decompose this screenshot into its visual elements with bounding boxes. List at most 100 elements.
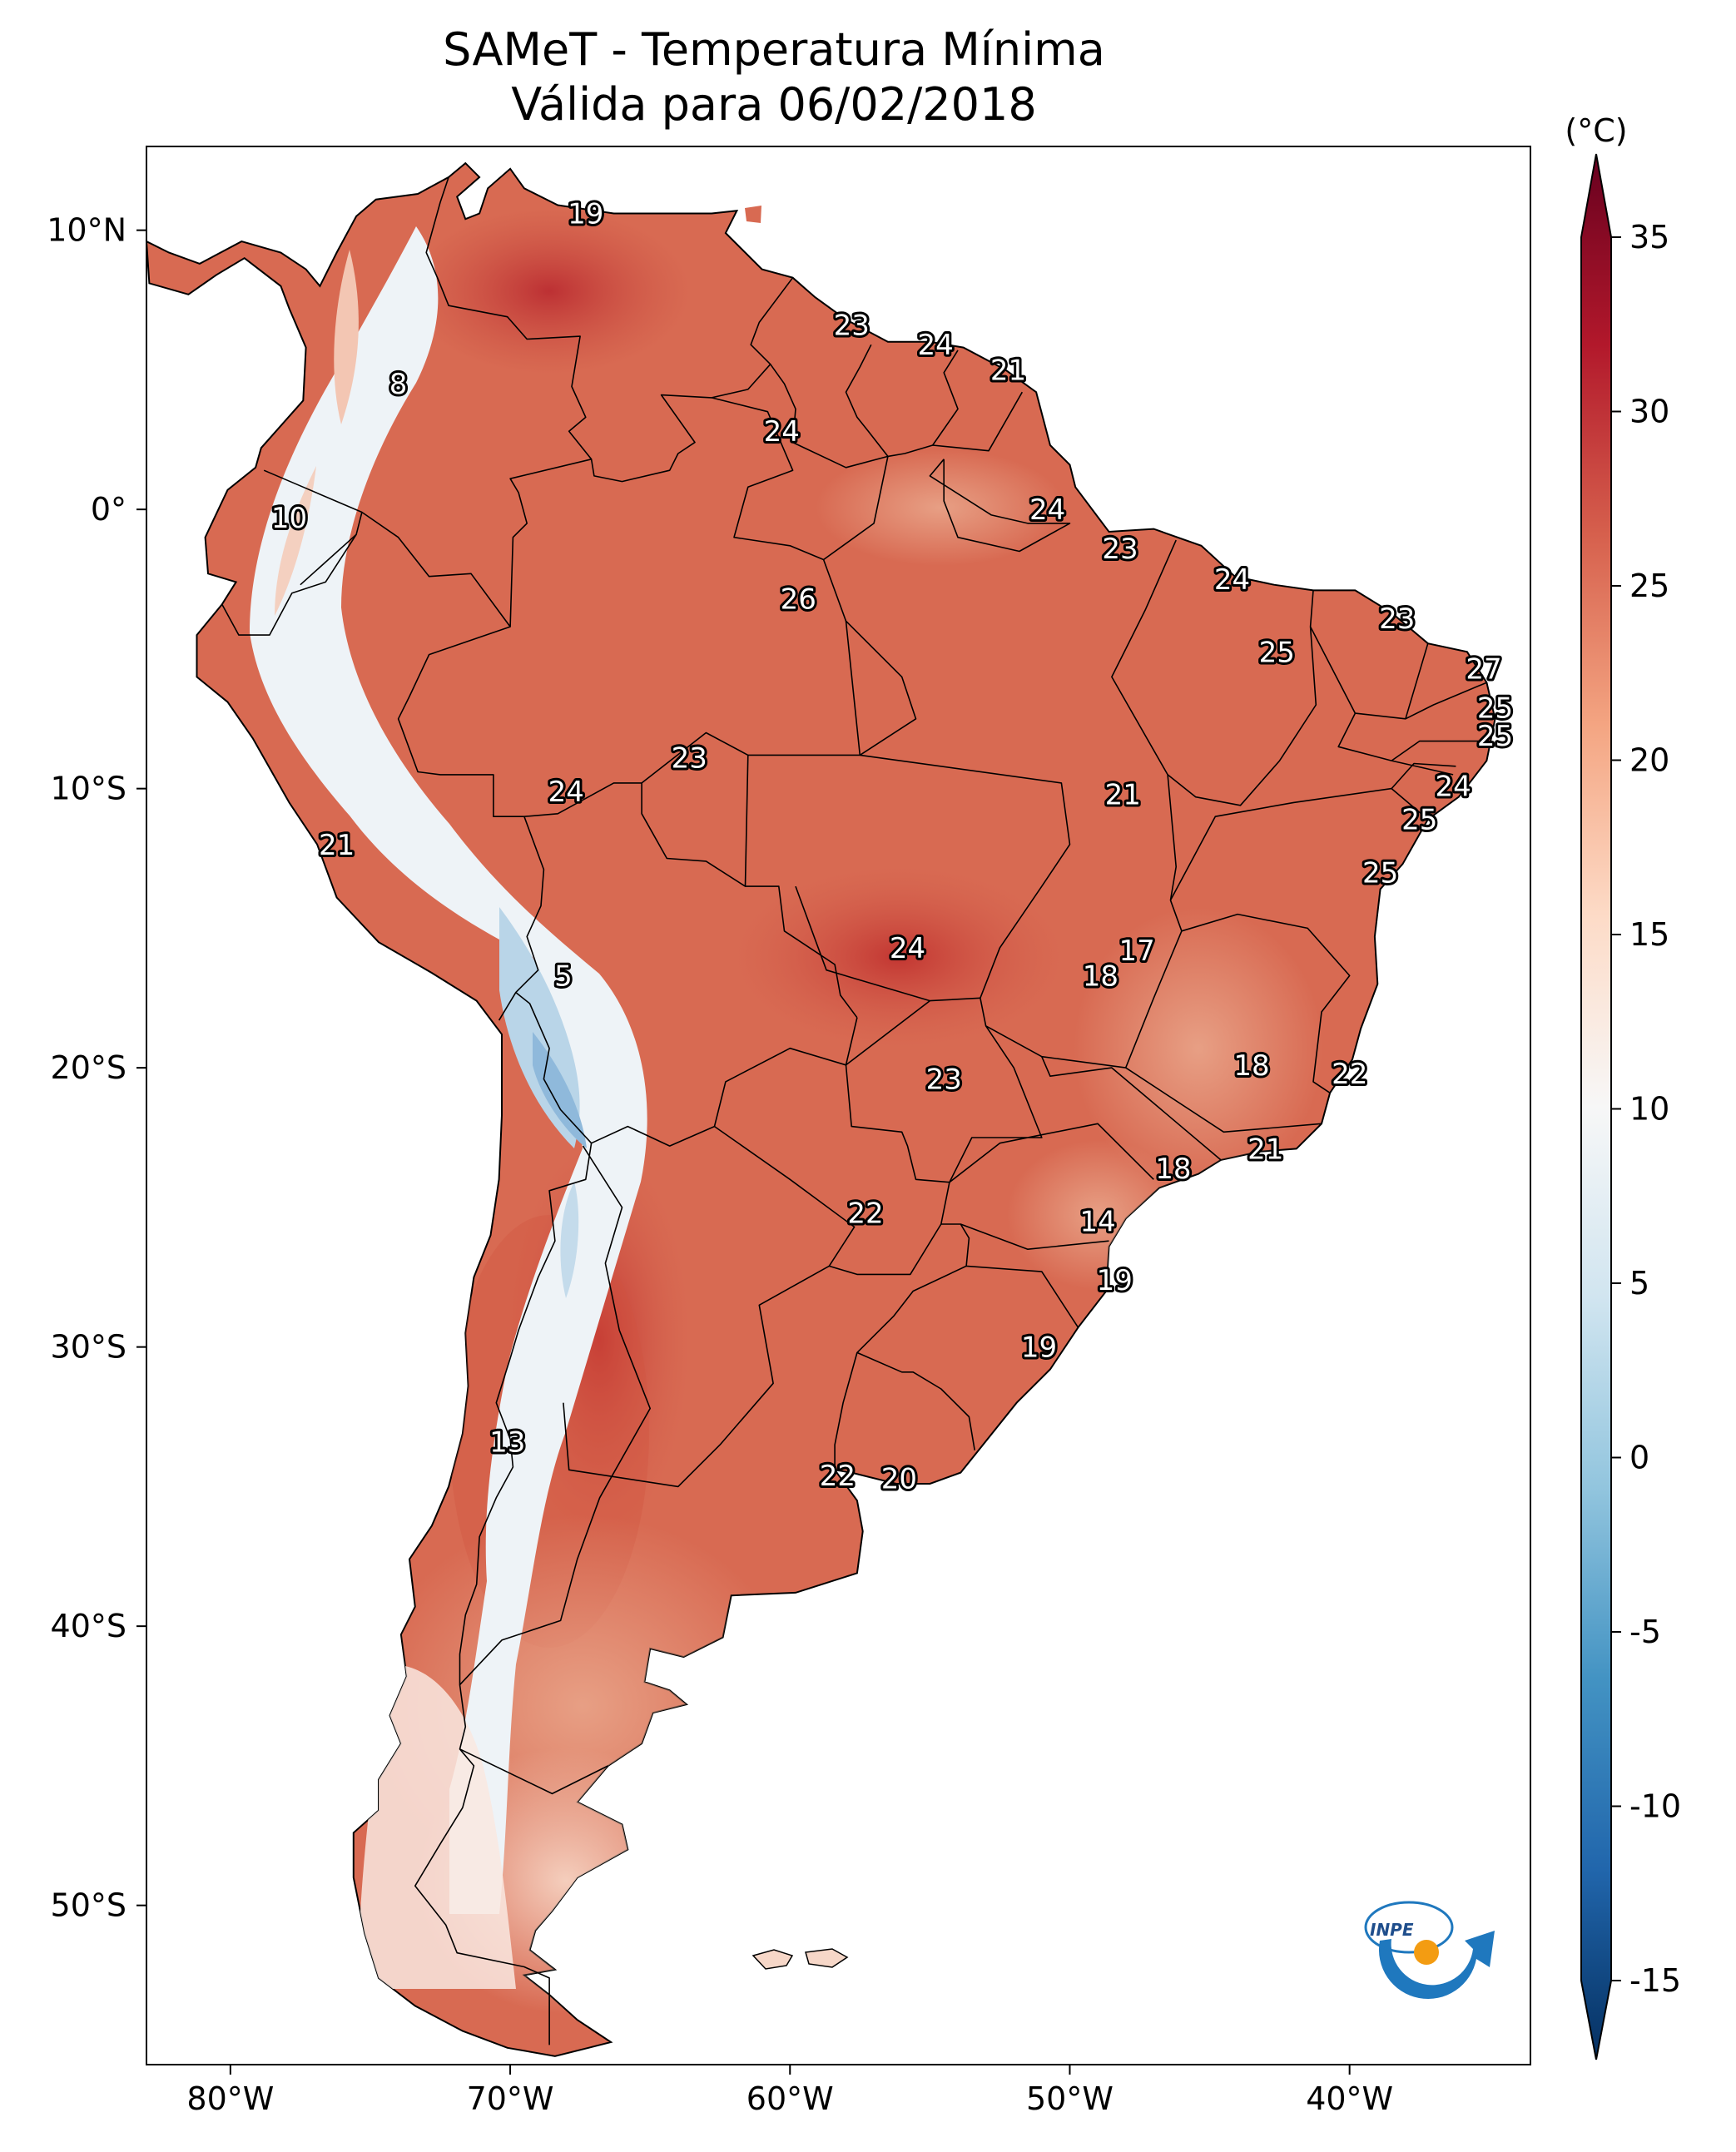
andes-cold-band [250, 226, 647, 1914]
border-line [515, 991, 858, 1147]
colorbar-tick-label: 10 [1629, 1091, 1669, 1128]
border-line [397, 626, 524, 817]
temperature-label: 24 [1214, 563, 1250, 597]
lon-tick-label: 80°W [186, 2080, 274, 2117]
border-line [929, 459, 1071, 553]
colorbar-tick-label: 15 [1629, 916, 1669, 953]
temperature-label: 18 [1083, 959, 1118, 993]
lon-tick-label: 40°W [1306, 2080, 1393, 2117]
temperature-label: 23 [926, 1064, 962, 1097]
temperature-label: 24 [917, 329, 953, 362]
colorbar-tick-label: -5 [1629, 1614, 1661, 1650]
lat-tick-label: 10°N [47, 212, 126, 249]
temperature-label: 18 [1155, 1153, 1191, 1186]
temperature-label: 25 [1401, 804, 1437, 837]
lat-tick-label: 50°S [51, 1887, 126, 1924]
temperature-label: 25 [1477, 720, 1513, 753]
border-line [1337, 712, 1454, 776]
temperature-label: 13 [489, 1426, 525, 1460]
border-line [960, 1223, 1109, 1250]
border-line [641, 559, 917, 784]
border-line [711, 397, 889, 561]
border-line [523, 782, 858, 1019]
temperature-label: 19 [1021, 1331, 1057, 1365]
border-line [860, 648, 1183, 1069]
temperature-label: 23 [1379, 602, 1415, 636]
temperature-label: 19 [568, 198, 603, 231]
border-line [1391, 762, 1456, 790]
border-line [459, 1145, 651, 1686]
lat-tick-label: 20°S [51, 1049, 126, 1086]
lat-tick-label: 0° [91, 491, 126, 528]
temperature-label: 22 [1332, 1058, 1367, 1091]
colorbar-ticks: 35 30 25 20 15 10 5 0 -5 -10 -15 [1611, 219, 1681, 1999]
colorbar-tick-label: 25 [1629, 568, 1669, 604]
logo-orbit-icon [1364, 1901, 1454, 1954]
temperature-label: 19 [1097, 1264, 1133, 1297]
border-line [1391, 740, 1490, 761]
border-line [1124, 539, 1177, 650]
border-line [425, 176, 794, 483]
inpe-logo: INPE [1364, 1901, 1495, 2000]
colorbar-bar [1580, 153, 1612, 2060]
temperature-label: 23 [672, 742, 707, 776]
border-line [1169, 787, 1429, 901]
colorbar-tick-label: 5 [1629, 1265, 1649, 1302]
temperature-label: 27 [1466, 652, 1501, 686]
country-and-state-borders [221, 176, 1490, 2045]
border-line [834, 1223, 970, 1470]
logo-text: INPE [1370, 1920, 1414, 1940]
colorbar-tick-label: -10 [1629, 1788, 1681, 1825]
colorbar-tick-label: 20 [1629, 742, 1669, 779]
trinidad-island [745, 206, 761, 223]
temperature-label: 8 [389, 368, 408, 401]
colorbar-tick-label: 35 [1629, 219, 1669, 255]
temperature-label: 25 [1477, 692, 1513, 725]
temperature-label: 23 [834, 310, 870, 343]
temperature-label: 22 [820, 1460, 856, 1493]
border-line [563, 1265, 830, 1488]
lon-tick-label: 50°W [1026, 2080, 1114, 2117]
border-line [1181, 913, 1351, 1093]
colorbar-tick-label: 0 [1629, 1440, 1649, 1476]
border-line [1405, 682, 1487, 720]
temperature-label: 24 [890, 932, 925, 965]
border-line [846, 999, 930, 1066]
logo-sun-icon [1414, 1940, 1439, 1965]
temperature-label: 21 [319, 829, 355, 862]
border-line [414, 1143, 593, 2045]
temperature-label: 21 [990, 354, 1026, 387]
lat-tick-label: 40°S [51, 1608, 126, 1644]
temperature-label: 18 [1233, 1049, 1269, 1083]
border-line [459, 1748, 609, 1795]
falkland-islands [751, 1948, 849, 1970]
border-line [887, 350, 959, 458]
temperature-label: 24 [1435, 770, 1471, 803]
temperature-label: 17 [1118, 935, 1154, 968]
border-line [744, 755, 749, 887]
border-line [845, 621, 861, 756]
axes: 80°W 70°W 60°W 50°W 40°W 10°N 0° 10°S 20°S 30°S 40… [47, 212, 1393, 2117]
lat-tick-label: 10°S [51, 771, 126, 807]
temperature-label: 24 [764, 415, 800, 449]
temperature-label: 23 [1102, 533, 1138, 566]
colorbar-unit: (°C) [1565, 112, 1627, 149]
lon-tick-label: 70°W [467, 2080, 554, 2117]
border-line [1309, 626, 1429, 720]
lat-tick-label: 30°S [51, 1329, 126, 1366]
map-subtitle: Válida para 06/02/2018 [511, 78, 1037, 131]
border-line [949, 1025, 1154, 1183]
temperature-label: 24 [548, 776, 584, 809]
temperature-label: 25 [1362, 856, 1398, 890]
temperature-label: 14 [1079, 1206, 1115, 1239]
border-line [932, 391, 1023, 452]
map-title: SAMeT - Temperatura Mínima [443, 23, 1105, 76]
border-line [856, 1351, 975, 1450]
border-line [263, 459, 592, 627]
logo-swirl-icon [1378, 1931, 1495, 2000]
temperature-label: 10 [271, 502, 307, 535]
temperature-label: 20 [881, 1462, 917, 1495]
temperature-label: 25 [1259, 636, 1295, 669]
